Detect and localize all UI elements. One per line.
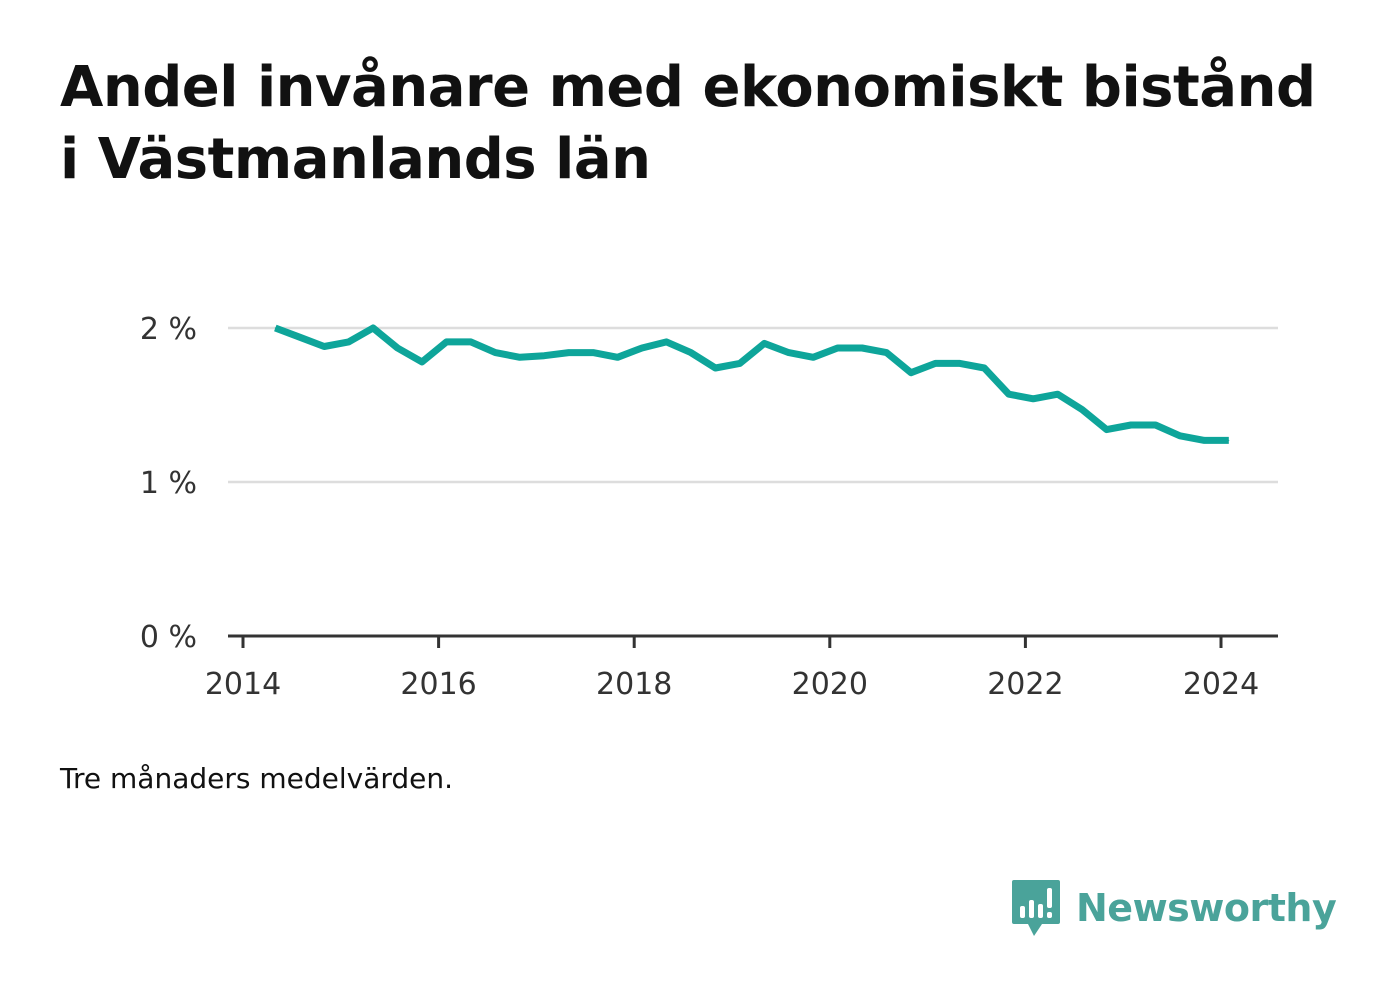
x-tick-label: 2024 <box>1183 667 1259 702</box>
data-point <box>445 341 447 343</box>
brand-logo: Newsworthy <box>1010 878 1337 938</box>
data-point <box>1081 409 1083 411</box>
data-point <box>886 352 888 354</box>
data-point <box>519 356 521 358</box>
data-point <box>1008 393 1010 395</box>
data-point <box>1057 393 1059 395</box>
data-point <box>861 347 863 349</box>
data-point <box>372 327 374 329</box>
data-point <box>1032 398 1034 400</box>
data-point <box>641 347 643 349</box>
data-point <box>934 362 936 364</box>
data-point <box>763 342 765 344</box>
x-tick-label: 2022 <box>987 667 1063 702</box>
data-point <box>1106 429 1108 431</box>
series-line <box>274 324 1229 444</box>
data-point <box>1130 424 1132 426</box>
chart-title: Andel invånare med ekonomiskt bistånd i … <box>60 55 1316 192</box>
series-layer <box>274 324 1230 444</box>
data-point <box>592 352 594 354</box>
chart-note: Tre månaders medelvärden. <box>60 762 454 795</box>
x-tick-label: 2020 <box>792 667 868 702</box>
data-point <box>1154 424 1156 426</box>
y-tick-label: 2 % <box>140 312 197 347</box>
data-point <box>617 356 619 358</box>
data-point <box>788 352 790 354</box>
data-point <box>983 367 985 369</box>
x-tick-label: 2014 <box>205 667 281 702</box>
data-point <box>1179 435 1181 437</box>
data-point <box>959 362 961 364</box>
data-point <box>348 341 350 343</box>
data-point <box>1228 439 1230 441</box>
data-point <box>397 347 399 349</box>
data-point <box>714 367 716 369</box>
data-point <box>665 341 667 343</box>
data-point <box>1203 439 1205 441</box>
data-point <box>299 336 301 338</box>
data-point <box>323 345 325 347</box>
data-point <box>739 362 741 364</box>
data-point <box>470 341 472 343</box>
y-tick-label: 1 % <box>140 466 197 501</box>
data-point <box>837 347 839 349</box>
data-point <box>274 327 276 329</box>
y-tick-label: 0 % <box>140 620 197 655</box>
gridlines: 0 % 1 % 2 % <box>140 312 1278 655</box>
data-point <box>812 356 814 358</box>
data-point <box>568 352 570 354</box>
x-axis: 2014 2016 2018 2020 2022 2024 <box>205 634 1278 702</box>
data-point <box>543 355 545 357</box>
newsworthy-logo-icon <box>1012 880 1060 936</box>
brand-name: Newsworthy <box>1076 886 1337 930</box>
x-tick-label: 2018 <box>596 667 672 702</box>
data-point <box>494 352 496 354</box>
data-point <box>690 352 692 354</box>
x-tick-label: 2016 <box>400 667 476 702</box>
data-point <box>910 372 912 374</box>
data-point <box>421 361 423 363</box>
